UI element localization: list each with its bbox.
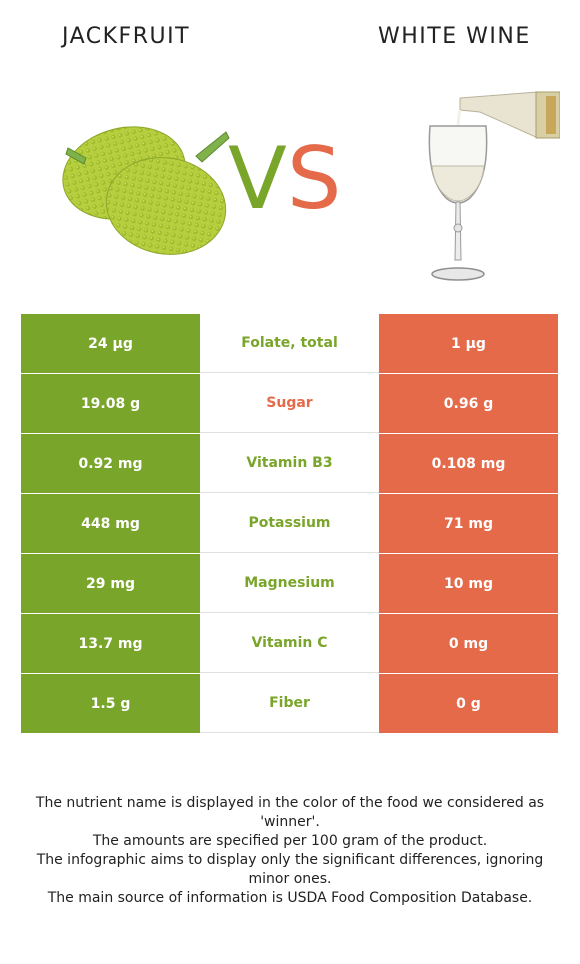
left-food-title: JACKFRUIT	[62, 24, 191, 49]
right-value: 0 mg	[379, 614, 558, 673]
note-source: The main source of information is USDA F…	[47, 890, 533, 906]
table-row: 19.08 g Sugar 0.96 g	[21, 374, 558, 434]
note-differences: The infographic aims to display only the…	[36, 852, 544, 887]
left-value: 19.08 g	[21, 374, 200, 433]
nutrient-name: Sugar	[200, 374, 379, 433]
table-row: 1.5 g Fiber 0 g	[21, 674, 558, 734]
left-value: 29 mg	[21, 554, 200, 613]
table-row: 448 mg Potassium 71 mg	[21, 494, 558, 554]
left-value: 448 mg	[21, 494, 200, 553]
left-value: 24 µg	[21, 314, 200, 373]
right-value: 1 µg	[379, 314, 558, 373]
right-value: 0 g	[379, 674, 558, 733]
comparison-table: 24 µg Folate, total 1 µg 19.08 g Sugar 0.96 g…	[21, 314, 558, 734]
vs-s: S	[286, 129, 342, 229]
nutrient-name: Vitamin B3	[200, 434, 379, 493]
nutrient-name: Potassium	[200, 494, 379, 553]
nutrient-name: Fiber	[200, 674, 379, 733]
vs-v: V	[228, 129, 287, 229]
right-value: 0.96 g	[379, 374, 558, 433]
left-value: 1.5 g	[21, 674, 200, 733]
right-value: 71 mg	[379, 494, 558, 553]
nutrient-name: Vitamin C	[200, 614, 379, 673]
right-food-title: WHITE WINE	[378, 24, 531, 49]
right-value: 0.108 mg	[379, 434, 558, 493]
table-row: 29 mg Magnesium 10 mg	[21, 554, 558, 614]
white-wine-glass-image	[428, 91, 560, 281]
footnotes: The nutrient name is displayed in the co…	[18, 794, 562, 908]
jackfruit-image	[62, 126, 230, 255]
left-value: 13.7 mg	[21, 614, 200, 673]
left-value: 0.92 mg	[21, 434, 200, 493]
nutrient-name: Magnesium	[200, 554, 379, 613]
note-winner: The nutrient name is displayed in the co…	[35, 795, 545, 830]
right-value: 10 mg	[379, 554, 558, 613]
table-row: 0.92 mg Vitamin B3 0.108 mg	[21, 434, 558, 494]
vs-label: VS	[228, 136, 341, 222]
table-row: 24 µg Folate, total 1 µg	[21, 314, 558, 374]
nutrient-name: Folate, total	[200, 314, 379, 373]
note-amounts: The amounts are specified per 100 gram o…	[92, 833, 488, 849]
